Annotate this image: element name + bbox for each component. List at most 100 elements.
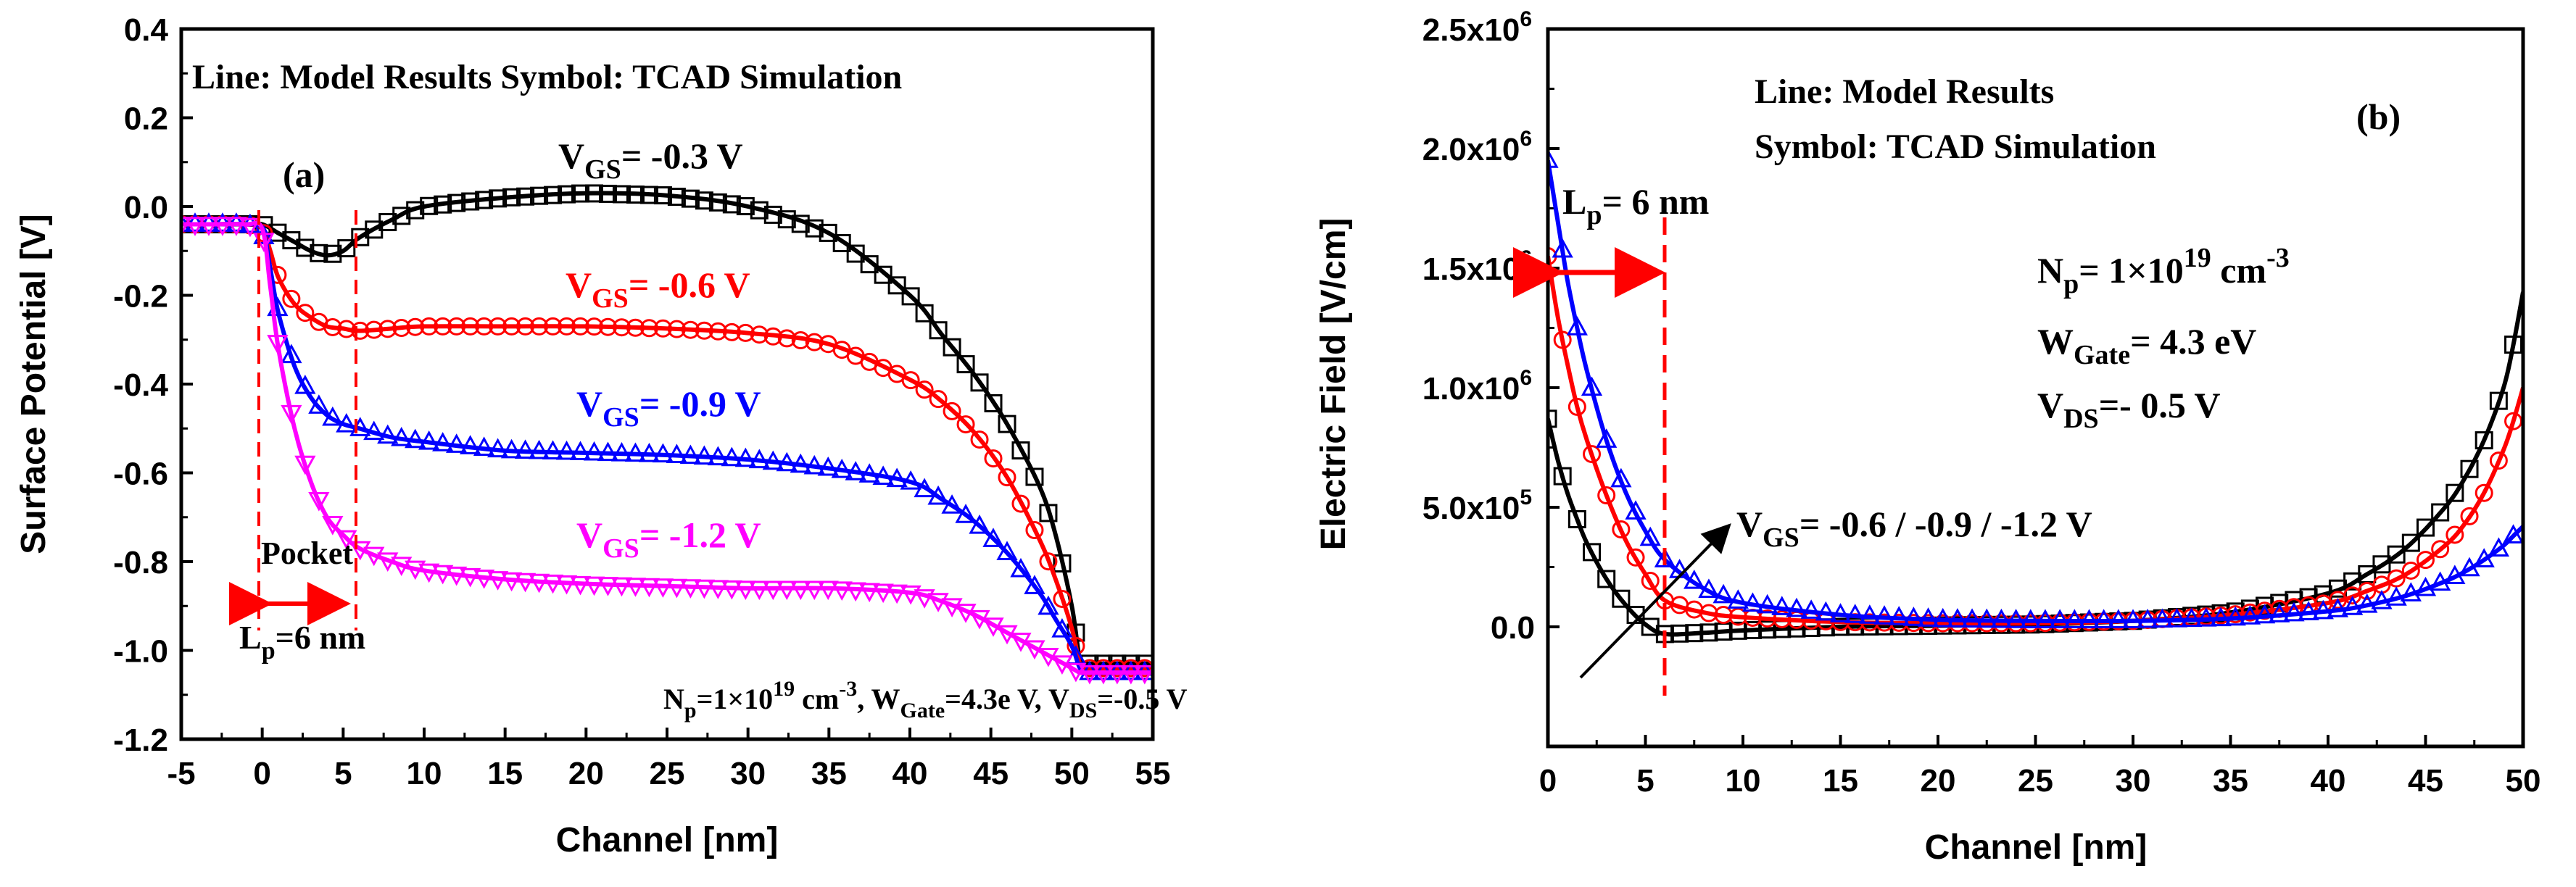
chart-a-marker: [1134, 665, 1153, 685]
chart-b-marker: [2474, 431, 2493, 450]
chart-b-vds-label: VDS=- 0.5 V: [2037, 385, 2221, 434]
chart-a-marker: [446, 433, 468, 453]
chart-a-marker: [542, 440, 564, 459]
chart-b-marker: [2312, 599, 2334, 620]
chart-a-label-vgs-1.2: VGS= -1.2 V: [576, 515, 761, 564]
chart-b-marker: [2356, 593, 2378, 613]
chart-a-marker: [734, 447, 756, 467]
chart-a-marker: [998, 415, 1016, 433]
chart-a-label-vgs-0.6: VGS= -0.6 V: [566, 265, 750, 314]
chart-b-axis-ticks: 0 5 10 15 20 25 30 35 40 45 50 0.0 5.0x105 1.0x106 1.5…: [1422, 7, 2541, 799]
chart-b-marker: [2283, 601, 2305, 622]
chart-b-marker: [1773, 609, 1792, 628]
chart-a-marker: [502, 188, 521, 207]
chart-b-marker: [1612, 520, 1631, 539]
chart-a-marker: [585, 184, 603, 203]
chart-a-series-markers-0: [181, 184, 1153, 673]
chart-a-marker: [1038, 595, 1059, 615]
chart-a-marker: [1106, 665, 1128, 685]
chart-b-marker: [1597, 486, 1616, 504]
chart-a-marker: [803, 454, 825, 475]
chart-a-marker: [555, 440, 578, 460]
chart-a-x-axis-label: Channel [nm]: [556, 821, 779, 859]
chart-b-marker: [2224, 606, 2246, 626]
chart-b-marker: [1610, 467, 1632, 488]
chart-b-marker: [2473, 548, 2495, 567]
chart-b-marker: [2385, 586, 2407, 606]
chart-a-marker: [846, 244, 865, 263]
chart-a-marker: [473, 570, 495, 589]
chart-a-marker: [748, 580, 770, 601]
chart-a-marker: [571, 184, 590, 203]
chart-b-marker: [1654, 548, 1676, 567]
chart-a-marker: [544, 317, 563, 336]
chart-a-x-tick-label: 30: [730, 756, 766, 791]
chart-a-marker: [502, 317, 521, 336]
chart-a-marker: [666, 444, 688, 464]
chart-b-marker: [1976, 608, 1997, 628]
chart-a-marker: [762, 580, 784, 601]
chart-a-marker: [736, 323, 755, 342]
chart-b-marker: [1815, 601, 1836, 621]
chart-a-marker: [831, 581, 853, 601]
chart-b-marker: [1990, 608, 2013, 628]
chart-a-marker: [776, 580, 798, 601]
chart-a-marker: [475, 317, 494, 336]
chart-a-marker: [763, 205, 782, 224]
chart-a-marker: [460, 435, 481, 454]
chart-a-marker: [461, 317, 480, 336]
chart-a-marker: [858, 583, 880, 603]
chart-a-marker: [392, 207, 411, 225]
chart-b-marker: [1932, 607, 1954, 628]
chart-a-marker: [679, 444, 702, 465]
chart-a-marker: [598, 317, 617, 336]
chart-a-x-tick-label: 40: [893, 756, 928, 791]
chart-b-marker: [1597, 570, 1616, 588]
chart-a-marker: [337, 320, 356, 338]
chart-a-marker: [1011, 441, 1030, 460]
chart-a-marker: [790, 580, 811, 601]
chart-a-y-tick-label: -0.2: [113, 279, 168, 315]
chart-a-marker: [585, 317, 603, 336]
chart-b-marker: [1888, 606, 1910, 625]
chart-b-marker: [2298, 601, 2319, 620]
chart-a-marker: [447, 317, 466, 336]
chart-a-marker: [530, 186, 549, 205]
chart-b-plot-frame: [1546, 27, 2525, 749]
chart-a-x-tick-label: 10: [407, 756, 442, 791]
chart-b-marker: [2416, 551, 2435, 570]
chart-a-marker: [542, 574, 564, 594]
chart-b-marker: [2166, 607, 2188, 628]
chart-a-marker: [489, 317, 508, 336]
chart-a-marker: [296, 304, 315, 322]
chart-a-y-tick-label: -0.8: [113, 545, 168, 580]
chart-a-marker: [721, 580, 742, 600]
chart-a-marker: [571, 317, 590, 336]
chart-a-marker: [693, 445, 716, 465]
chart-a-marker: [626, 318, 645, 337]
chart-a-marker: [558, 185, 576, 204]
chart-a-marker: [872, 583, 894, 604]
chart-a-series-line-1: [181, 222, 1153, 671]
chart-a-marker: [955, 504, 977, 523]
chart-a-marker: [722, 322, 741, 341]
chart-b-x-tick-label: 20: [1921, 763, 1956, 799]
chart-b-marker: [1727, 589, 1749, 609]
chart-a-marker: [569, 441, 592, 461]
chart-a-y-tick-label: 0.0: [124, 190, 168, 225]
chart-a-marker: [405, 428, 426, 449]
chart-a-marker: [915, 380, 934, 399]
chart-a-marker: [337, 239, 356, 258]
chart-a-marker: [377, 424, 399, 444]
chart-a-x-tick-label: 25: [650, 756, 685, 791]
chart-a-marker: [514, 439, 537, 459]
chart-a-marker: [597, 441, 619, 462]
chart-a-marker: [652, 443, 674, 463]
chart-a-marker: [544, 186, 563, 204]
chart-a-marker: [434, 195, 452, 214]
chart-b-marker: [2431, 503, 2450, 522]
chart-b-marker: [1596, 428, 1618, 448]
chart-a-marker: [420, 317, 439, 336]
chart-b-marker: [2474, 483, 2493, 502]
chart-a-marker: [1079, 665, 1101, 685]
